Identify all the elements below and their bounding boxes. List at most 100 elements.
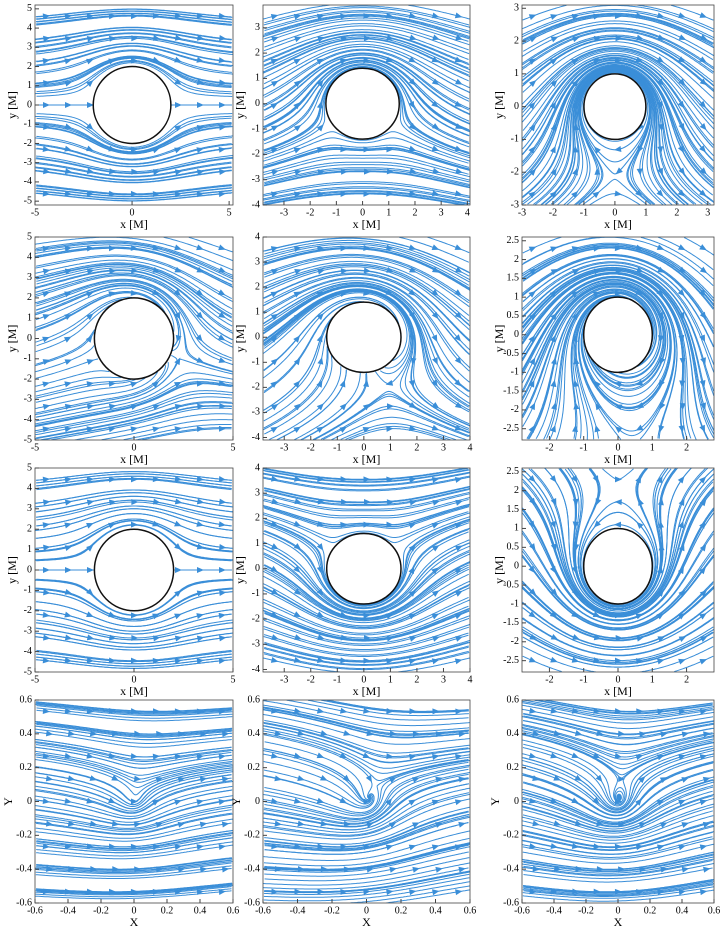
streamline xyxy=(263,269,470,341)
y-tick-label: 0 xyxy=(514,329,519,340)
arrowhead xyxy=(219,124,227,131)
streamline xyxy=(36,358,233,418)
arrowhead xyxy=(219,590,227,596)
arrowhead xyxy=(316,124,324,132)
streamlines xyxy=(522,468,714,672)
arrowhead xyxy=(636,888,644,895)
streamline xyxy=(546,291,654,439)
x-tick-label: 0.6 xyxy=(464,905,477,916)
streamline xyxy=(522,708,714,730)
arrowhead xyxy=(408,799,416,806)
streamline xyxy=(522,245,714,307)
streamline xyxy=(35,884,232,894)
x-tick-label: 2 xyxy=(684,674,689,685)
y-axis-label: y [M] xyxy=(492,556,506,584)
arrowhead xyxy=(196,191,204,198)
streamline xyxy=(36,505,232,527)
arrowhead xyxy=(196,498,205,505)
arrowhead xyxy=(174,56,182,63)
x-axis-label: x [M] xyxy=(604,684,632,698)
streamline xyxy=(263,43,470,89)
arrowhead xyxy=(659,777,668,783)
streamline xyxy=(36,622,233,641)
arrowhead xyxy=(699,658,708,665)
streamline xyxy=(263,277,470,372)
y-tick-label: -0.6 xyxy=(16,897,32,908)
streamline xyxy=(522,607,714,651)
arrowhead xyxy=(151,381,160,388)
arrowhead xyxy=(699,799,708,806)
arrowhead xyxy=(386,521,394,528)
arrowhead xyxy=(431,334,438,343)
arrowhead xyxy=(177,776,186,783)
streamline xyxy=(36,62,233,97)
arrowhead xyxy=(614,190,622,197)
streamline xyxy=(264,17,469,42)
streamline xyxy=(522,261,714,365)
streamline xyxy=(35,8,232,18)
arrowhead xyxy=(408,658,417,665)
arrowhead xyxy=(199,776,208,783)
streamline xyxy=(35,731,232,748)
arrowhead xyxy=(454,613,463,620)
streamline xyxy=(35,170,232,184)
y-tick-label: 0.6 xyxy=(20,694,33,705)
streamline xyxy=(522,245,714,305)
streamline xyxy=(522,266,714,416)
arrowhead xyxy=(218,146,226,153)
y-tick-label: -3 xyxy=(24,157,32,168)
x-tick-label: 1 xyxy=(388,674,393,685)
arrowhead xyxy=(385,798,392,806)
x-tick-label: -3 xyxy=(280,442,288,453)
y-tick-label: 3 xyxy=(27,503,32,514)
arrowhead xyxy=(174,799,182,806)
streamline xyxy=(35,774,232,810)
arrowhead xyxy=(316,403,324,411)
arrowhead xyxy=(431,658,440,665)
streamline xyxy=(188,237,233,253)
streamline xyxy=(264,719,470,754)
streamline xyxy=(36,254,233,300)
arrowhead xyxy=(678,708,686,715)
streamline xyxy=(522,244,714,302)
streamline xyxy=(35,365,167,414)
arrowhead xyxy=(678,520,684,529)
arrowhead xyxy=(389,866,397,873)
streamline xyxy=(322,700,469,713)
streamline xyxy=(522,509,714,621)
y-tick-label: -2 xyxy=(252,613,260,624)
y-tick-label: -0.2 xyxy=(16,830,32,841)
arrowhead xyxy=(363,657,371,664)
arrowhead xyxy=(293,13,302,20)
streamline xyxy=(36,279,232,362)
arrowhead xyxy=(454,289,462,296)
streamline xyxy=(264,247,470,289)
arrowhead xyxy=(130,381,138,388)
streamline xyxy=(522,468,714,615)
streamline xyxy=(528,468,709,614)
y-tick-label: -2 xyxy=(511,404,519,415)
streamlines xyxy=(35,8,233,202)
streamline xyxy=(35,61,232,95)
arrowhead xyxy=(219,567,226,573)
arrowhead xyxy=(155,777,164,783)
streamline xyxy=(522,262,714,373)
x-tick-label: 0 xyxy=(130,207,135,218)
y-tick-label: -5 xyxy=(24,666,32,677)
arrowhead xyxy=(87,567,94,573)
streamline xyxy=(264,806,470,845)
streamline xyxy=(522,720,714,746)
streamline xyxy=(522,254,714,332)
arrowhead xyxy=(86,122,94,130)
y-tick-label: -1.5 xyxy=(503,385,519,396)
streamline xyxy=(263,700,470,727)
arrowhead xyxy=(455,499,463,506)
streamline xyxy=(522,602,714,648)
streamline xyxy=(36,475,232,487)
streamline xyxy=(35,579,233,616)
arrowhead xyxy=(594,146,601,154)
streamline xyxy=(264,168,470,187)
streamline xyxy=(35,703,232,715)
streamline xyxy=(263,298,391,379)
streamline xyxy=(263,730,470,774)
